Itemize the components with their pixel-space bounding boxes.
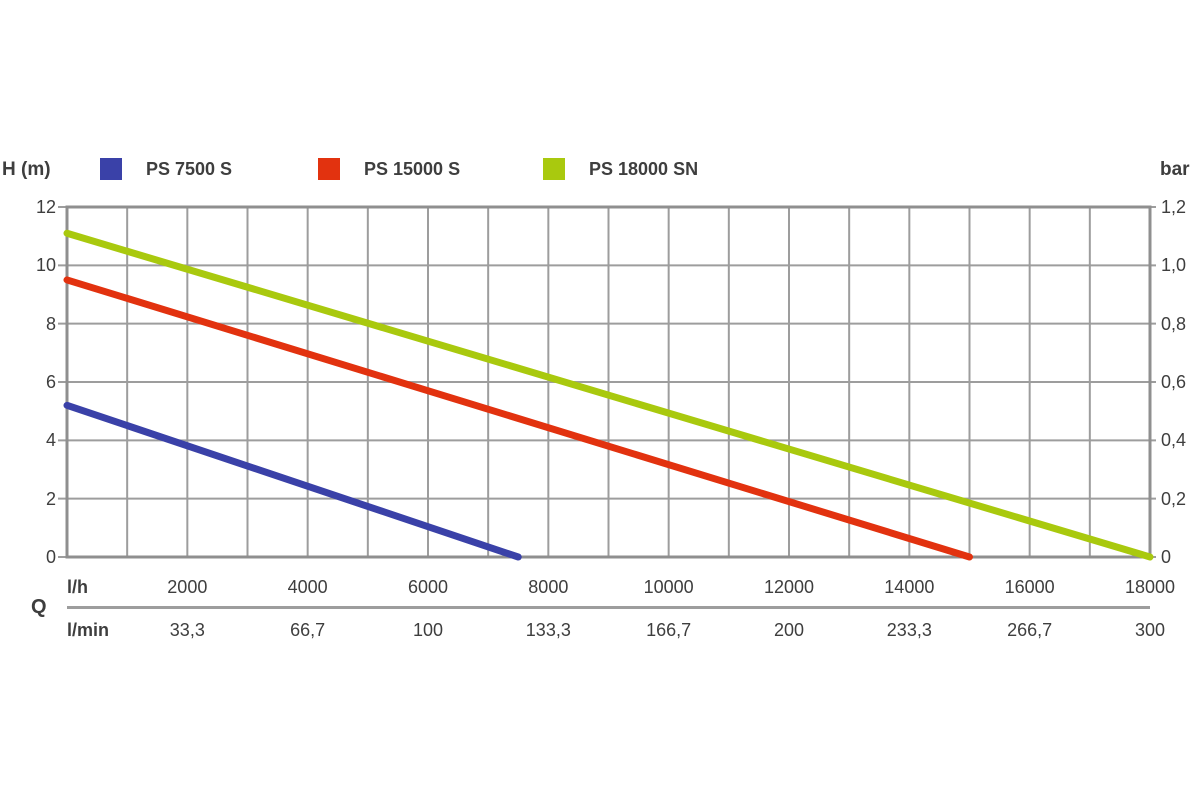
- x-axis-separator-line: [67, 606, 1150, 609]
- legend-label: PS 15000 S: [364, 159, 461, 179]
- y-axis-right-tick: 0,6: [1161, 372, 1187, 392]
- legend-swatch-icon: [318, 158, 340, 180]
- x-axis-unit-lmin: l/min: [67, 620, 110, 640]
- legend-swatch-icon: [543, 158, 565, 180]
- y-axis-left-tick: 10: [35, 255, 56, 276]
- legend-item-ps-7500-s: PS 7500 S: [100, 158, 232, 180]
- legend-label: PS 18000 SN: [589, 159, 699, 179]
- x-axis-tick-lh: 14000: [884, 577, 935, 597]
- y-axis-left-tick: 8: [45, 313, 56, 334]
- x-axis-tick-lmin: 233,3: [886, 620, 932, 640]
- left-axis-unit-label: H (m): [2, 159, 51, 180]
- x-axis-tick-lh: 10000: [643, 577, 694, 597]
- x-axis-tick-lmin: 133,3: [525, 620, 571, 640]
- x-axis-unit-lh: l/h: [67, 577, 88, 597]
- x-axis-tick-lmin: 200: [773, 620, 805, 640]
- y-axis-right-tick: 0,4: [1161, 430, 1187, 451]
- x-axis-tick-lh: 16000: [1004, 577, 1055, 597]
- legend-swatch-icon: [100, 158, 122, 180]
- y-axis-left-tick: 2: [45, 488, 56, 509]
- y-axis-left-tick: 0: [45, 547, 56, 567]
- x-axis-tick-lh: 6000: [407, 577, 449, 597]
- y-axis-left-tick: 6: [45, 372, 56, 392]
- y-axis-right-tick: 0,8: [1161, 313, 1187, 334]
- legend-item-ps-18000-sn: PS 18000 SN: [543, 158, 698, 180]
- y-axis-left-tick: 12: [35, 197, 56, 217]
- y-axis-right-tick: 0: [1161, 547, 1172, 567]
- x-axis-tick-lmin: 166,7: [646, 620, 692, 640]
- chart-plot-area: [58, 205, 1156, 561]
- x-axis-tick-lh: 2000: [167, 577, 208, 597]
- y-axis-right-tick: 1,2: [1161, 197, 1187, 217]
- x-axis-tick-lmin: 266,7: [1007, 620, 1053, 640]
- legend-label: PS 7500 S: [146, 159, 233, 179]
- plot-border: [65, 205, 1152, 559]
- series-line-ps-15000-s: [63, 276, 973, 561]
- x-axis-tick-lmin: 66,7: [290, 620, 326, 640]
- y-axis-right-tick: 0,2: [1161, 488, 1187, 509]
- x-axis-tick-lh: 12000: [763, 577, 815, 597]
- x-axis-tick-lmin: 100: [412, 620, 444, 640]
- series-line-ps-18000-sn: [63, 229, 1154, 561]
- x-axis-tick-lmin: 33,3: [169, 620, 205, 640]
- x-axis-tick-lh: 8000: [528, 577, 569, 597]
- y-axis-left-tick: 4: [45, 430, 56, 451]
- series-line-ps-7500-s: [63, 401, 522, 561]
- x-axis-tick-lh: 4000: [287, 577, 328, 597]
- x-axis-tick-lh: 18000: [1124, 577, 1176, 597]
- x-axis-quantity-label: Q: [31, 596, 47, 618]
- right-axis-unit-label: bar: [1160, 159, 1190, 180]
- y-axis-right-tick: 1,0: [1161, 255, 1187, 276]
- x-axis-tick-lmin: 300: [1134, 620, 1166, 640]
- legend-item-ps-15000-s: PS 15000 S: [318, 158, 460, 180]
